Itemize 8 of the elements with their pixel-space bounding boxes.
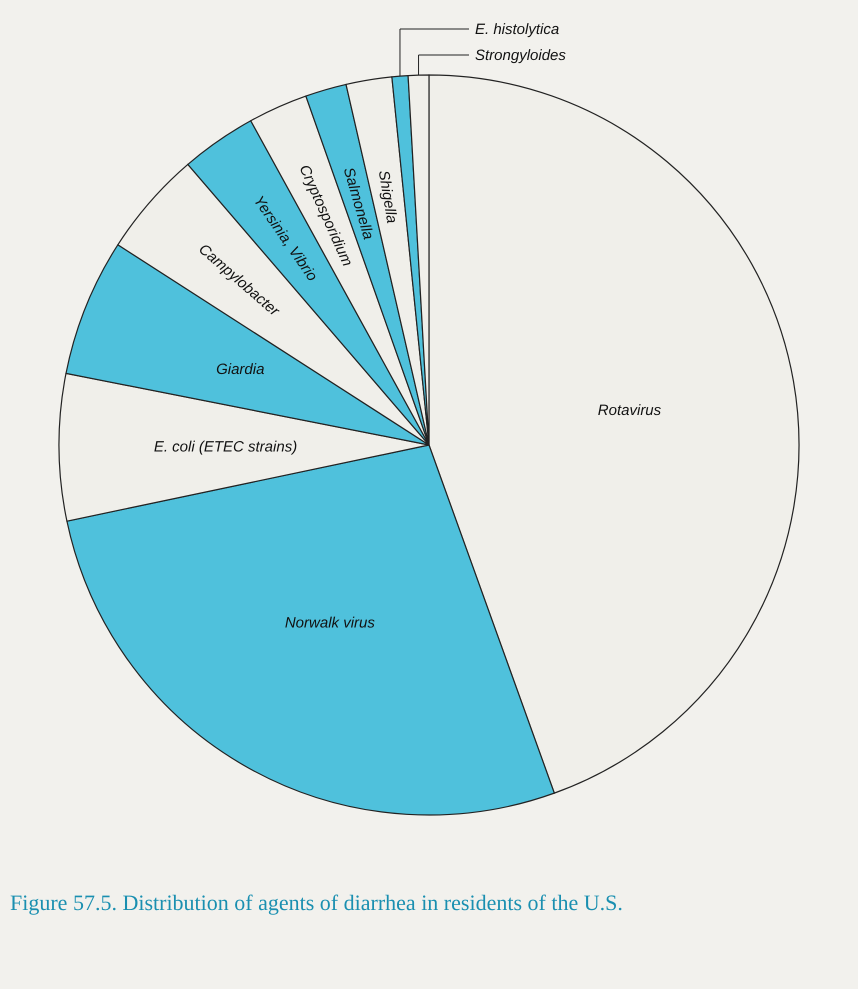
slice-label: Rotavirus (598, 402, 662, 420)
slice-label: Norwalk virus (284, 614, 376, 632)
slice-label: Giardia (216, 360, 264, 378)
slice-label: Strongyloides (475, 47, 566, 64)
text: Figure 57.5. Distribution of agents of diarrhea in residents of the U.S. (10, 890, 623, 915)
slice-label: Shigella (374, 169, 400, 225)
slice-label: E. coli (ETEC strains) (154, 438, 298, 456)
slice-label: E. histolytica (475, 21, 560, 38)
